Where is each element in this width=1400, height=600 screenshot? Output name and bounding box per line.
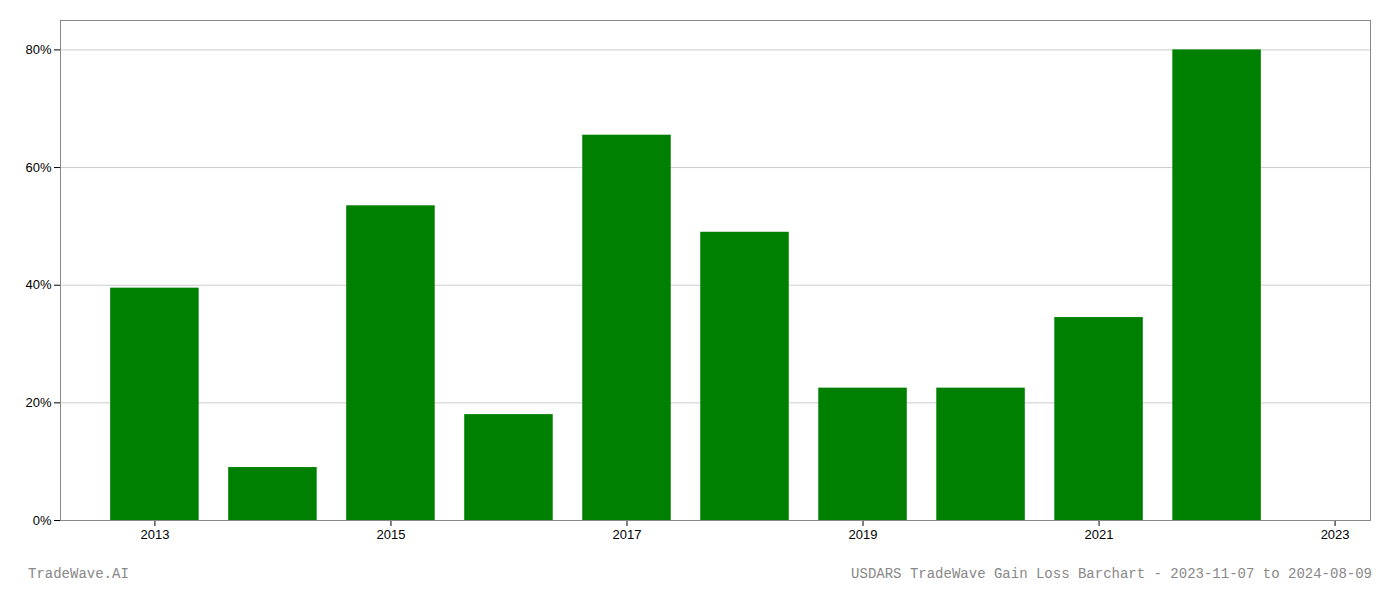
- svg-text:80%: 80%: [25, 42, 51, 57]
- svg-text:40%: 40%: [25, 277, 51, 292]
- svg-text:20%: 20%: [25, 395, 51, 410]
- html-text:USDARS TradeWave Gain Loss Bar: USDARS TradeWave Gain Loss Barchart - 20…: [851, 566, 1372, 582]
- svg-text:2023: 2023: [1321, 527, 1350, 542]
- svg-text:2017: 2017: [613, 527, 642, 542]
- svg-text:2019: 2019: [849, 527, 878, 542]
- svg-text:60%: 60%: [25, 160, 51, 175]
- svg-text:0%: 0%: [33, 513, 52, 528]
- svg-text:2015: 2015: [376, 527, 405, 542]
- html-text:TradeWave.AI: TradeWave.AI: [28, 566, 129, 582]
- svg-text:2021: 2021: [1085, 527, 1114, 542]
- svg-text:2013: 2013: [140, 527, 169, 542]
